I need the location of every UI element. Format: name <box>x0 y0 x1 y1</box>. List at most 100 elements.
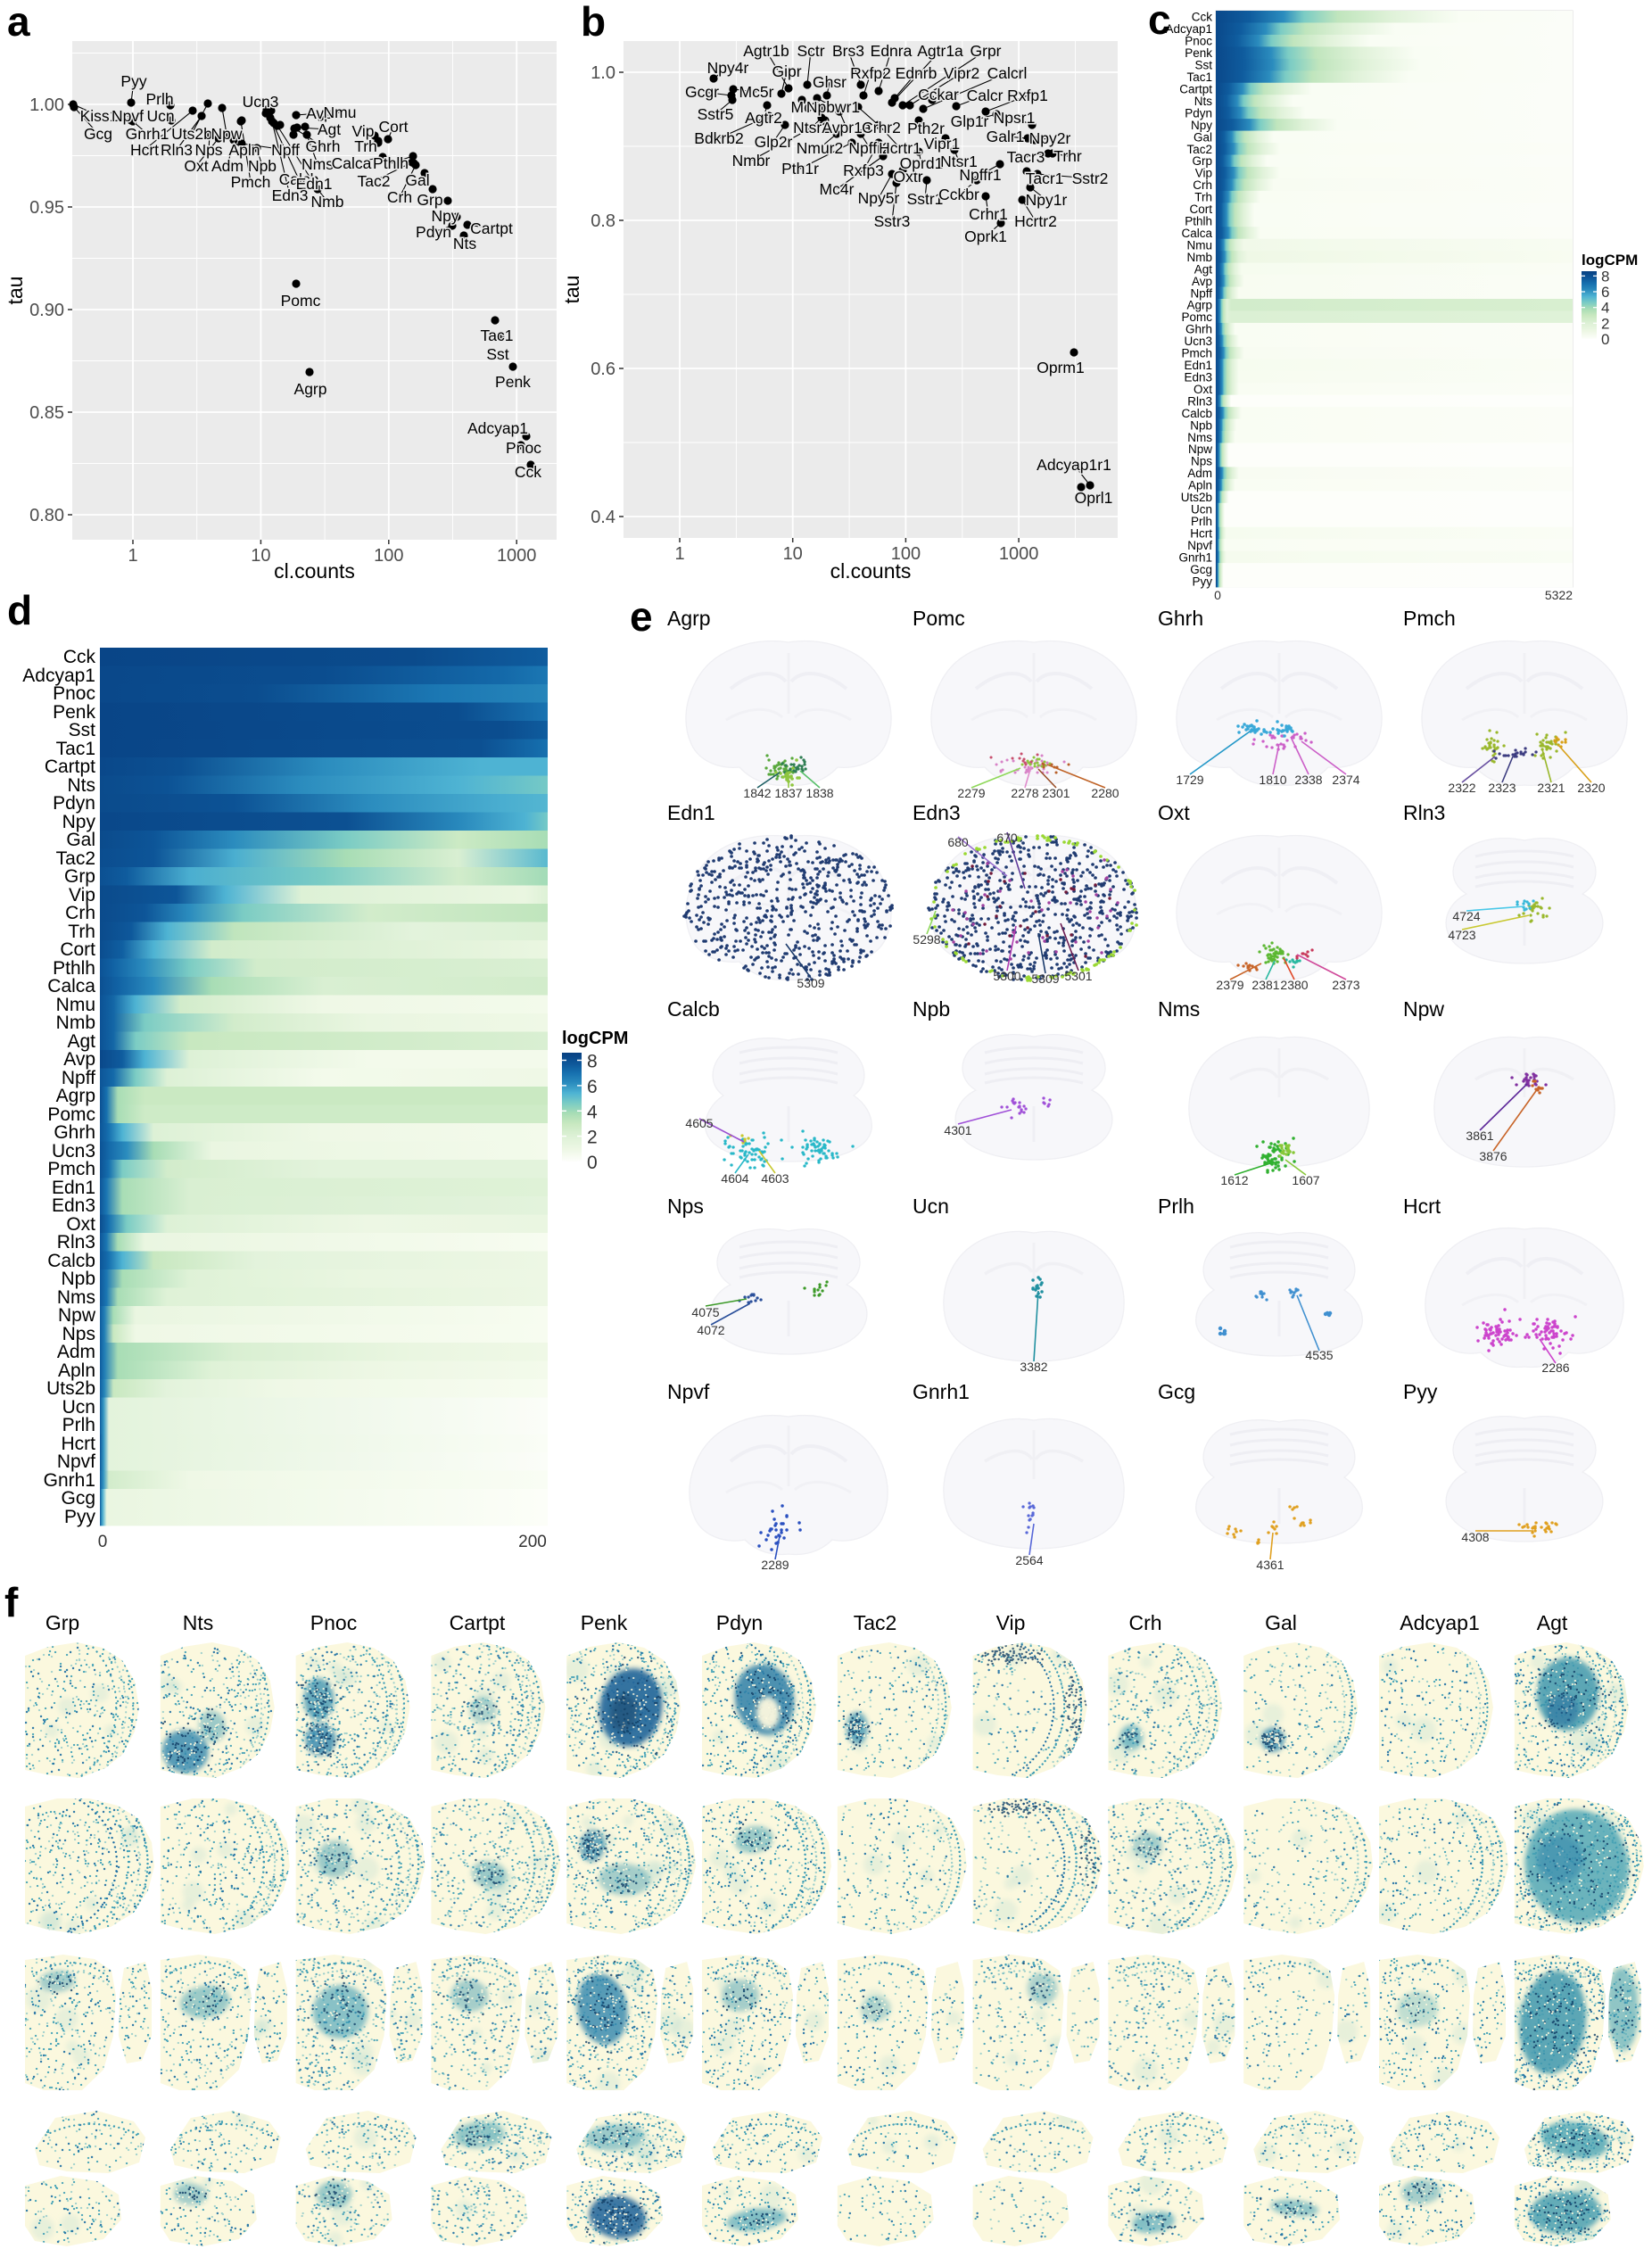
svg-text:Nmu: Nmu <box>324 103 357 121</box>
svg-text:Agt: Agt <box>318 120 341 138</box>
svg-text:680: 680 <box>947 835 969 849</box>
svg-text:1729: 1729 <box>1176 773 1203 787</box>
svg-text:Glp1r: Glp1r <box>951 112 989 130</box>
svg-text:Npy1r: Npy1r <box>1026 191 1068 209</box>
svg-text:Nps: Nps <box>62 1324 95 1344</box>
svg-text:Sctr: Sctr <box>797 42 824 60</box>
svg-text:Vipr1: Vipr1 <box>924 135 961 153</box>
svg-text:Pthlh: Pthlh <box>373 154 409 172</box>
svg-text:Mc5r: Mc5r <box>739 83 774 101</box>
svg-text:Oxt: Oxt <box>184 157 208 175</box>
svg-text:Ghrh: Ghrh <box>1158 607 1203 630</box>
svg-text:Agt: Agt <box>67 1031 95 1052</box>
svg-text:Cort: Cort <box>1189 203 1212 216</box>
svg-text:Mc4r: Mc4r <box>820 180 855 198</box>
svg-text:0: 0 <box>587 1153 598 1173</box>
svg-text:2564: 2564 <box>1015 1553 1043 1567</box>
svg-text:Cartpt: Cartpt <box>45 757 95 777</box>
svg-text:Gcg: Gcg <box>1190 563 1212 576</box>
svg-text:Oprk1: Oprk1 <box>964 227 1007 245</box>
svg-text:0.90: 0.90 <box>29 301 64 320</box>
svg-text:Agrp: Agrp <box>56 1086 95 1106</box>
svg-text:Npy: Npy <box>431 207 458 225</box>
svg-text:Pomc: Pomc <box>1181 310 1212 324</box>
svg-text:Ghrh: Ghrh <box>54 1122 95 1143</box>
svg-text:2278: 2278 <box>1011 786 1038 800</box>
svg-text:Adcyap1r1: Adcyap1r1 <box>1037 456 1111 474</box>
svg-text:Calcb: Calcb <box>1181 407 1212 420</box>
svg-text:Sst: Sst <box>486 345 508 363</box>
svg-text:Mc3r: Mc3r <box>791 98 826 116</box>
svg-text:Penk: Penk <box>1185 46 1212 60</box>
svg-text:4535: 4535 <box>1305 1348 1333 1362</box>
svg-text:Uts2b: Uts2b <box>171 125 212 143</box>
svg-text:Crh: Crh <box>1193 178 1212 192</box>
svg-text:4724: 4724 <box>1452 909 1480 923</box>
svg-text:Ghrh: Ghrh <box>1185 323 1212 336</box>
svg-text:Pmch: Pmch <box>1403 607 1456 630</box>
svg-text:0.6: 0.6 <box>591 360 615 379</box>
svg-text:0.85: 0.85 <box>29 403 64 423</box>
svg-text:Crhr2: Crhr2 <box>862 119 901 136</box>
svg-text:Npw: Npw <box>1403 997 1444 1021</box>
svg-text:Gal: Gal <box>1265 1611 1297 1634</box>
svg-text:Gcg: Gcg <box>84 125 112 143</box>
svg-text:Pyy: Pyy <box>1192 575 1212 588</box>
svg-text:Pyy: Pyy <box>1403 1380 1438 1403</box>
svg-text:Cck: Cck <box>1192 11 1212 24</box>
svg-text:logCPM: logCPM <box>1582 252 1638 269</box>
svg-text:Nts: Nts <box>68 775 96 796</box>
svg-text:a: a <box>7 0 30 45</box>
svg-text:Apln: Apln <box>228 141 260 159</box>
svg-text:Oprd1: Oprd1 <box>900 154 944 172</box>
svg-text:Cckbr: Cckbr <box>938 186 979 203</box>
svg-text:Rln3: Rln3 <box>57 1232 95 1253</box>
svg-text:Gnrh1: Gnrh1 <box>913 1380 970 1403</box>
svg-text:4603: 4603 <box>761 1171 789 1186</box>
svg-text:0.4: 0.4 <box>591 508 615 527</box>
svg-text:Nts: Nts <box>183 1611 214 1634</box>
svg-text:1: 1 <box>128 546 137 566</box>
svg-text:tau: tau <box>560 276 583 304</box>
svg-text:Pmch: Pmch <box>1181 347 1212 360</box>
svg-text:Cckar: Cckar <box>918 86 959 103</box>
svg-text:Pomc: Pomc <box>281 292 321 310</box>
svg-text:Adcyap1: Adcyap1 <box>22 666 95 686</box>
svg-text:Pomc: Pomc <box>913 607 965 630</box>
svg-text:Sstr3: Sstr3 <box>874 212 911 230</box>
svg-text:Npff: Npff <box>271 141 300 159</box>
svg-text:Rxfp2: Rxfp2 <box>850 64 891 82</box>
svg-text:Gipr: Gipr <box>772 62 801 80</box>
svg-text:2286: 2286 <box>1541 1360 1569 1375</box>
svg-text:Agtr1b: Agtr1b <box>743 42 789 60</box>
svg-text:Oprm1: Oprm1 <box>1037 359 1084 376</box>
svg-text:Avp: Avp <box>1192 275 1212 288</box>
svg-text:Avp: Avp <box>63 1049 95 1070</box>
svg-text:1607: 1607 <box>1292 1173 1319 1187</box>
svg-text:Grp: Grp <box>45 1611 79 1634</box>
svg-text:Uts2b: Uts2b <box>1181 491 1212 504</box>
svg-text:6: 6 <box>587 1077 598 1097</box>
svg-text:Gcg: Gcg <box>61 1488 95 1509</box>
svg-text:1000: 1000 <box>999 544 1039 564</box>
svg-text:5309: 5309 <box>797 976 824 990</box>
svg-text:Nms: Nms <box>301 155 334 173</box>
svg-text:Crh: Crh <box>65 903 95 923</box>
svg-text:Npvf: Npvf <box>1187 539 1212 552</box>
svg-text:Nmb: Nmb <box>1186 251 1212 264</box>
svg-text:Pth1r: Pth1r <box>781 160 819 178</box>
svg-text:4605: 4605 <box>685 1116 713 1130</box>
svg-text:Vip: Vip <box>352 122 375 140</box>
svg-text:Cck: Cck <box>63 647 96 667</box>
svg-text:Calcr: Calcr <box>967 87 1004 104</box>
svg-text:0.95: 0.95 <box>29 198 64 218</box>
svg-text:Hcrtr2: Hcrtr2 <box>1014 212 1057 230</box>
svg-text:0: 0 <box>1214 588 1221 602</box>
svg-text:3861: 3861 <box>1466 1129 1493 1143</box>
svg-text:2380: 2380 <box>1280 978 1308 992</box>
svg-text:Vip: Vip <box>69 885 95 905</box>
svg-text:Oxt: Oxt <box>1194 383 1212 396</box>
svg-text:Rln3: Rln3 <box>1187 394 1212 408</box>
svg-text:e: e <box>630 593 653 640</box>
svg-text:Bdkrb2: Bdkrb2 <box>694 129 743 147</box>
